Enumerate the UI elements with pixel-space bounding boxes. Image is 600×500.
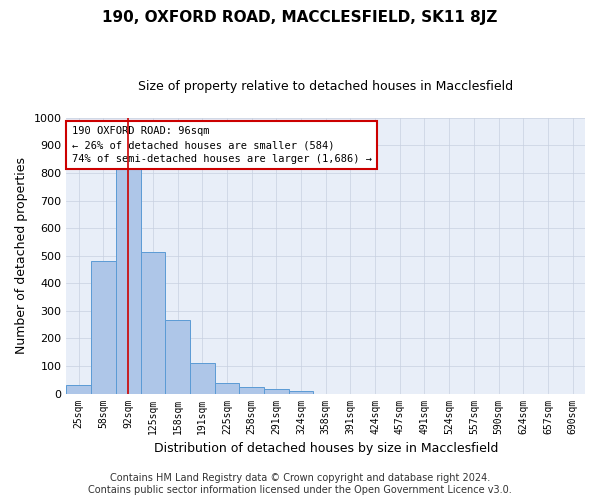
X-axis label: Distribution of detached houses by size in Macclesfield: Distribution of detached houses by size … bbox=[154, 442, 498, 455]
Bar bbox=[91, 261, 116, 394]
Bar bbox=[264, 388, 289, 394]
Y-axis label: Number of detached properties: Number of detached properties bbox=[15, 157, 28, 354]
Bar bbox=[190, 363, 215, 394]
Bar bbox=[239, 388, 264, 394]
Bar bbox=[215, 382, 239, 394]
Bar bbox=[67, 386, 91, 394]
Bar bbox=[289, 391, 313, 394]
Text: 190 OXFORD ROAD: 96sqm
← 26% of detached houses are smaller (584)
74% of semi-de: 190 OXFORD ROAD: 96sqm ← 26% of detached… bbox=[71, 126, 371, 164]
Text: 190, OXFORD ROAD, MACCLESFIELD, SK11 8JZ: 190, OXFORD ROAD, MACCLESFIELD, SK11 8JZ bbox=[103, 10, 497, 25]
Bar bbox=[140, 252, 165, 394]
Bar bbox=[116, 168, 140, 394]
Text: Contains HM Land Registry data © Crown copyright and database right 2024.
Contai: Contains HM Land Registry data © Crown c… bbox=[88, 474, 512, 495]
Title: Size of property relative to detached houses in Macclesfield: Size of property relative to detached ho… bbox=[138, 80, 513, 93]
Bar bbox=[165, 320, 190, 394]
